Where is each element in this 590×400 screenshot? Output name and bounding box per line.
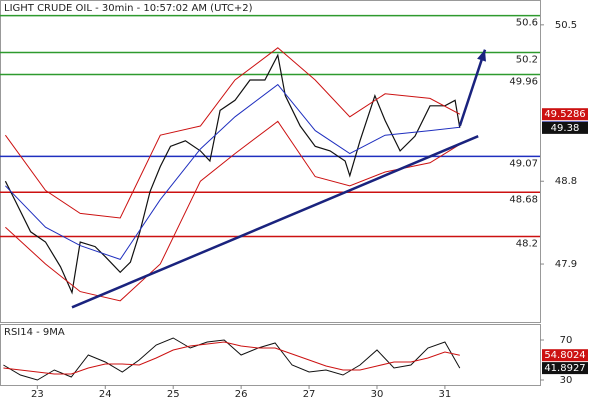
x-tick-label: 23 — [31, 389, 44, 400]
series-line — [5, 120, 461, 302]
level-label: 48.2 — [516, 238, 538, 249]
x-tick-label: 24 — [99, 389, 112, 400]
level-label: 49.96 — [509, 77, 538, 88]
x-tick-label: 25 — [167, 389, 180, 400]
last-value-box — [542, 362, 588, 375]
arrow-head — [477, 49, 486, 62]
trendline — [71, 135, 479, 309]
last-value-box — [542, 121, 588, 134]
y-tick-label: 70 — [560, 335, 573, 346]
x-tick-label: 27 — [303, 389, 316, 400]
x-tick-label: 31 — [439, 389, 452, 400]
last-value-box — [542, 349, 588, 362]
arrow — [458, 49, 487, 127]
series-line — [3, 341, 460, 375]
last-value-label: 49.38 — [551, 123, 580, 134]
rsi-panel — [0, 324, 541, 386]
y-tick-label: 47.9 — [555, 259, 577, 270]
last-value-box — [542, 108, 588, 121]
series-line — [3, 337, 461, 381]
y-tick-label: 30 — [560, 375, 573, 386]
last-value-label: 41.8927 — [544, 363, 585, 374]
x-tick-label: 26 — [235, 389, 248, 400]
last-value-label: 54.8024 — [544, 350, 585, 361]
price-panel — [0, 0, 541, 323]
level-label: 50.2 — [516, 54, 538, 65]
level-label: 50.6 — [516, 18, 538, 29]
chart-title: LIGHT CRUDE OIL - 30min - 10:57:02 AM (U… — [4, 3, 253, 14]
y-tick-label: 50.5 — [555, 20, 577, 31]
rsi-title: RSI14 - 9MA — [4, 327, 65, 338]
y-tick-label: 48.8 — [555, 176, 577, 187]
level-label: 49.07 — [509, 158, 538, 169]
series-line — [5, 83, 460, 260]
x-tick-label: 30 — [371, 389, 384, 400]
series-line — [4, 53, 461, 295]
series-line — [4, 47, 461, 219]
last-value-label: 49.5286 — [544, 109, 585, 120]
level-label: 48.68 — [509, 194, 538, 205]
